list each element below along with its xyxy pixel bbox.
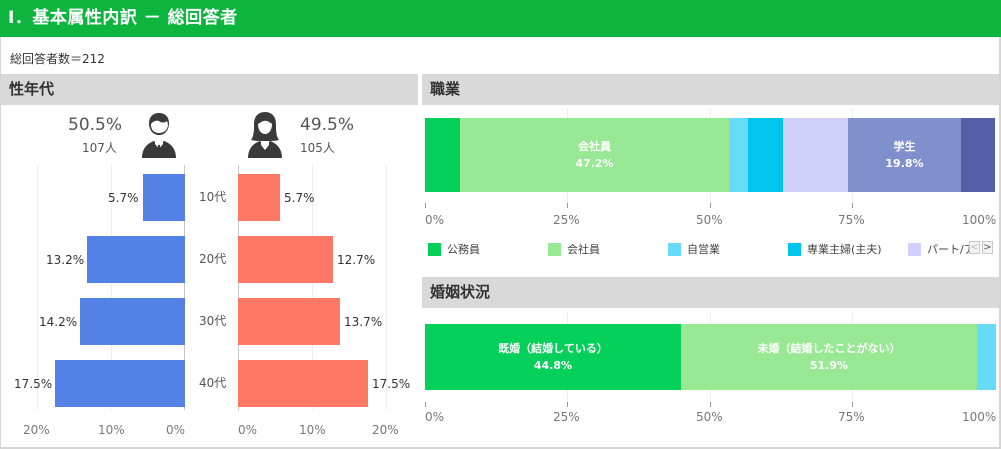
x-tick	[852, 203, 853, 208]
female-count: 105人	[300, 141, 335, 155]
gridline	[312, 165, 313, 410]
legend-label: 会社員	[567, 243, 600, 256]
legend-next-button[interactable]: >	[982, 241, 993, 254]
male-person-icon	[142, 113, 176, 158]
x-tick-label: 100%	[962, 213, 997, 227]
x-tick	[710, 402, 711, 407]
segment-name: 学生	[893, 140, 916, 153]
legend-swatch	[908, 242, 921, 256]
x-tick-label: 10%	[299, 423, 326, 437]
segment-value: 19.8%	[885, 157, 924, 170]
section-title-occupation: 職業	[422, 74, 999, 105]
x-tick-label: 100%	[962, 410, 997, 424]
gridline	[386, 165, 387, 410]
female-bar-label: 17.5%	[372, 377, 411, 391]
female-bar-label: 12.7%	[337, 253, 376, 267]
female-bar-label: 13.7%	[344, 315, 383, 329]
gridline	[111, 165, 112, 410]
x-tick-label: 0%	[166, 423, 186, 437]
male-bar-10s	[143, 174, 185, 221]
x-tick-label: 0%	[238, 423, 258, 437]
legend-label: パート/ア	[927, 243, 975, 256]
occupation-segment-student[interactable]: 学生 19.8%	[848, 118, 961, 192]
age-label-20s: 20代	[199, 252, 227, 266]
x-tick-label: 0%	[425, 410, 445, 424]
male-percent: 50.5%	[68, 115, 123, 135]
x-tick-label: 50%	[696, 410, 723, 424]
female-axis	[238, 165, 239, 410]
male-bar-label: 17.5%	[14, 377, 53, 391]
marital-segment-other[interactable]	[977, 324, 996, 390]
female-bar-20s	[238, 236, 333, 283]
female-person-icon	[248, 112, 282, 158]
marital-segment-never-married[interactable]: 未婚（結婚したことがない） 51.9%	[681, 324, 977, 390]
male-bar-30s	[80, 298, 185, 345]
age-label-10s: 10代	[199, 190, 227, 204]
female-bar-30s	[238, 298, 340, 345]
legend-item-company-employee[interactable]: 会社員	[548, 241, 600, 257]
male-bar-label: 14.2%	[39, 315, 78, 329]
x-tick	[710, 203, 711, 208]
x-tick-label: 0%	[425, 213, 445, 227]
legend-swatch	[428, 242, 441, 256]
x-tick-label: 25%	[553, 213, 580, 227]
occupation-segment-part-time[interactable]	[783, 118, 848, 192]
gridline	[37, 165, 38, 410]
x-tick-label: 50%	[696, 213, 723, 227]
segment-name: 会社員	[578, 140, 611, 153]
legend-item-homemaker[interactable]: 専業主婦(主夫)	[788, 241, 882, 257]
x-tick-label: 75%	[838, 410, 865, 424]
occupation-segment-self-employed[interactable]	[729, 118, 748, 192]
x-tick-label: 25%	[553, 410, 580, 424]
legend-label: 公務員	[447, 243, 480, 256]
female-percent: 49.5%	[300, 115, 355, 135]
legend-item-civil-servant[interactable]: 公務員	[428, 241, 480, 257]
segment-name: 未婚（結婚したことがない）	[757, 342, 901, 355]
x-tick	[567, 402, 568, 407]
legend-item-self-employed[interactable]: 自営業	[668, 241, 720, 257]
legend-label: 専業主婦(主夫)	[807, 243, 882, 256]
occupation-segment-homemaker[interactable]	[748, 118, 783, 192]
legend-swatch	[788, 242, 801, 256]
x-tick	[425, 402, 426, 407]
occupation-segment-civil-servant[interactable]	[425, 118, 460, 192]
x-tick-label: 20%	[23, 423, 50, 437]
legend-swatch	[548, 242, 561, 256]
male-bar-label: 13.2%	[46, 253, 85, 267]
segment-name: 既婚（結婚している）	[498, 342, 608, 355]
legend-overflow-clip: パート/ア	[907, 238, 979, 258]
page-title: I．基本属性内訳 － 総回答者	[0, 0, 1001, 37]
total-respondents: 総回答者数＝212	[10, 52, 105, 66]
x-tick	[852, 402, 853, 407]
marital-segment-married[interactable]: 既婚（結婚している） 44.8%	[425, 324, 681, 390]
male-bar-40s	[55, 360, 185, 407]
section-title-marital: 婚姻状況	[422, 277, 999, 308]
legend-prev-button[interactable]: <	[969, 241, 980, 254]
male-bar-label: 5.7%	[108, 191, 139, 205]
x-tick-label: 20%	[372, 423, 399, 437]
female-bar-10s	[238, 174, 280, 221]
legend-swatch	[668, 242, 681, 256]
age-label-40s: 40代	[199, 376, 227, 390]
male-bar-20s	[87, 236, 185, 283]
segment-value: 44.8%	[533, 359, 573, 372]
female-bar-label: 5.7%	[284, 191, 315, 205]
segment-value: 51.9%	[809, 359, 849, 372]
female-bar-40s	[238, 360, 368, 407]
male-axis	[184, 165, 185, 410]
legend-item-part-time[interactable]: パート/ア	[908, 241, 975, 257]
x-tick	[425, 203, 426, 208]
x-tick	[567, 203, 568, 208]
segment-value: 47.2%	[575, 157, 614, 170]
x-tick-label: 10%	[98, 423, 125, 437]
occupation-segment-company-employee[interactable]: 会社員 47.2%	[460, 118, 729, 192]
legend-label: 自営業	[687, 243, 720, 256]
male-count: 107人	[82, 141, 117, 155]
occupation-segment-other[interactable]	[961, 118, 995, 192]
x-tick-label: 75%	[838, 213, 865, 227]
section-title-age-gender: 性年代	[1, 74, 418, 105]
age-label-30s: 30代	[199, 314, 227, 328]
